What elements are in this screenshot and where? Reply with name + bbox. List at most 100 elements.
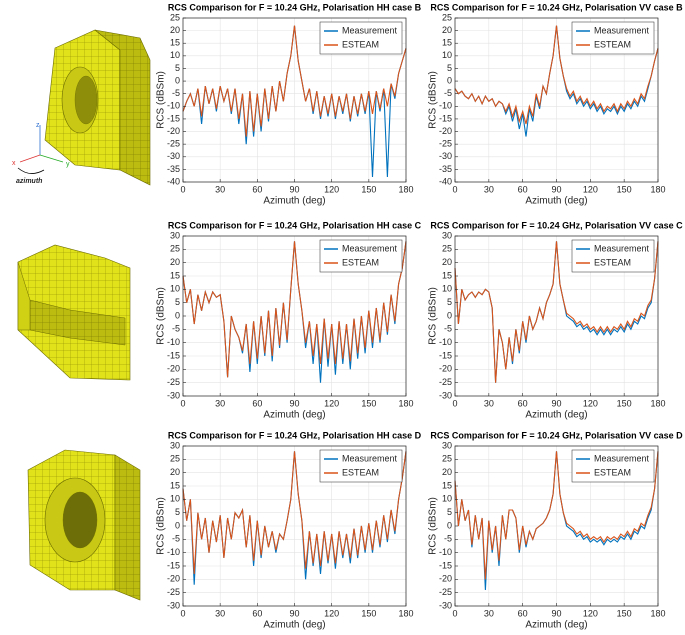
legend-label: ESTEAM <box>594 467 631 477</box>
x-tick-label: 30 <box>215 398 225 408</box>
y-tick-label: -5 <box>172 324 180 334</box>
y-tick-label: -20 <box>439 126 452 136</box>
x-tick-label: 60 <box>252 184 262 194</box>
y-tick-label: -40 <box>167 176 180 186</box>
y-tick-label: 30 <box>442 440 452 450</box>
x-tick-label: 90 <box>289 398 299 408</box>
y-tick-label: -20 <box>167 126 180 136</box>
x-tick-label: 60 <box>252 398 262 408</box>
y-tick-label: 25 <box>170 12 180 22</box>
x-tick-label: 90 <box>551 398 561 408</box>
y-tick-label: -20 <box>167 574 180 584</box>
y-tick-label: 30 <box>170 440 180 450</box>
x-axis-label: Azimuth (deg) <box>263 410 325 421</box>
y-axis-label: RCS (dBSm) <box>428 497 439 555</box>
plot: 0306090120150180-40-35-30-25-20-15-10-50… <box>428 2 684 206</box>
axis-label: y <box>66 161 70 168</box>
x-tick-label: 180 <box>650 184 665 194</box>
y-tick-label: 30 <box>170 230 180 240</box>
y-tick-label: 10 <box>170 50 180 60</box>
y-tick-label: 5 <box>447 507 452 517</box>
x-tick-label: 30 <box>484 608 494 618</box>
x-tick-label: 0 <box>180 398 185 408</box>
x-axis-label: Azimuth (deg) <box>263 620 325 631</box>
x-tick-label: 120 <box>324 184 339 194</box>
y-tick-label: 10 <box>170 284 180 294</box>
y-tick-label: -35 <box>439 164 452 174</box>
y-tick-label: -5 <box>444 88 452 98</box>
y-tick-label: 20 <box>170 25 180 35</box>
legend-label: Measurement <box>594 453 650 463</box>
axis-label: azimuth <box>16 178 42 185</box>
x-tick-label: 180 <box>398 608 413 618</box>
y-tick-label: 15 <box>170 480 180 490</box>
x-tick-label: 0 <box>180 184 185 194</box>
y-tick-label: 0 <box>175 310 180 320</box>
y-tick-label: 25 <box>442 244 452 254</box>
y-tick-label: -15 <box>439 560 452 570</box>
y-tick-label: 10 <box>442 494 452 504</box>
y-tick-label: -25 <box>439 587 452 597</box>
y-tick-label: -5 <box>172 88 180 98</box>
y-tick-label: -20 <box>167 364 180 374</box>
y-axis-label: RCS (dBSm) <box>156 497 167 555</box>
y-tick-label: 25 <box>442 454 452 464</box>
y-tick-label: 30 <box>442 230 452 240</box>
title: RCS Comparison for F = 10.24 GHz, Polari… <box>168 430 422 440</box>
y-tick-label: 15 <box>442 270 452 280</box>
x-tick-label: 30 <box>484 398 494 408</box>
y-tick-label: -10 <box>439 547 452 557</box>
y-tick-label: 15 <box>170 38 180 48</box>
y-tick-label: 20 <box>442 25 452 35</box>
model-d <box>28 450 140 600</box>
y-tick-label: -30 <box>167 151 180 161</box>
y-tick-label: 15 <box>442 480 452 490</box>
y-tick-label: -30 <box>167 390 180 400</box>
y-tick-label: -30 <box>167 600 180 610</box>
y-tick-label: 15 <box>170 270 180 280</box>
x-tick-label: 120 <box>583 608 598 618</box>
y-tick-label: 25 <box>170 454 180 464</box>
legend-label: Measurement <box>594 25 650 35</box>
y-tick-label: 10 <box>442 284 452 294</box>
x-tick-label: 120 <box>324 608 339 618</box>
x-tick-label: 150 <box>617 608 632 618</box>
legend-label: Measurement <box>594 243 650 253</box>
x-tick-label: 180 <box>398 184 413 194</box>
x-tick-label: 0 <box>180 608 185 618</box>
y-tick-label: -35 <box>167 164 180 174</box>
legend-label: ESTEAM <box>342 467 379 477</box>
x-tick-label: 150 <box>617 398 632 408</box>
x-tick-label: 30 <box>215 184 225 194</box>
y-tick-label: 15 <box>442 38 452 48</box>
y-tick-label: -5 <box>172 534 180 544</box>
legend-label: ESTEAM <box>594 257 631 267</box>
y-tick-label: 20 <box>170 257 180 267</box>
y-tick-label: -5 <box>444 534 452 544</box>
y-tick-label: -25 <box>167 377 180 387</box>
x-tick-label: 0 <box>452 184 457 194</box>
y-tick-label: -10 <box>167 101 180 111</box>
title: RCS Comparison for F = 10.24 GHz, Polari… <box>430 2 683 12</box>
y-tick-label: -25 <box>439 139 452 149</box>
y-tick-label: 0 <box>447 310 452 320</box>
plot: 0306090120150180-30-25-20-15-10-50510152… <box>428 430 684 630</box>
y-tick-label: -40 <box>439 176 452 186</box>
y-tick-label: 20 <box>170 467 180 477</box>
x-axis-label: Azimuth (deg) <box>525 410 587 421</box>
y-tick-label: 25 <box>442 12 452 22</box>
x-tick-label: 90 <box>289 608 299 618</box>
y-tick-label: 10 <box>442 50 452 60</box>
x-tick-label: 60 <box>252 608 262 618</box>
y-tick-label: -10 <box>167 547 180 557</box>
x-tick-label: 150 <box>361 608 376 618</box>
x-axis-label: Azimuth (deg) <box>525 620 587 631</box>
x-tick-label: 120 <box>583 184 598 194</box>
y-tick-label: -25 <box>167 587 180 597</box>
y-axis-label: RCS (dBSm) <box>428 71 439 129</box>
x-axis-label: Azimuth (deg) <box>525 196 587 207</box>
title: RCS Comparison for F = 10.24 GHz, Polari… <box>168 220 422 230</box>
x-tick-label: 60 <box>518 398 528 408</box>
